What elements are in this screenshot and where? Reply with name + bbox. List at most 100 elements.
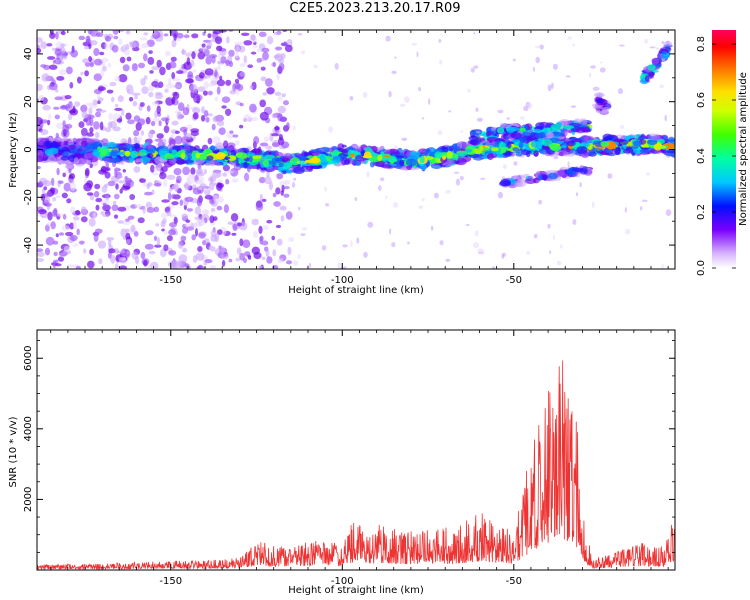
main-band-core	[506, 141, 512, 149]
noise-speckle	[607, 173, 613, 179]
noise-speckle	[119, 188, 123, 194]
noise-speckle	[37, 258, 45, 262]
noise-speckle	[167, 192, 172, 201]
noise-speckle	[148, 91, 154, 98]
noise-speckle	[277, 96, 283, 101]
noise-speckle	[148, 84, 155, 92]
main-band-blob	[175, 159, 186, 165]
noise-speckle	[221, 260, 226, 267]
noise-speckle	[234, 78, 240, 84]
noise-speckle	[169, 187, 173, 192]
noise-speckle	[265, 145, 273, 150]
noise-speckle	[53, 207, 58, 216]
main-band-blob	[293, 166, 305, 174]
main-band-blob	[61, 146, 70, 152]
noise-speckle	[168, 61, 177, 69]
noise-speckle	[163, 179, 168, 188]
noise-speckle	[174, 182, 179, 192]
noise-speckle	[102, 202, 107, 206]
noise-speckle	[151, 66, 160, 71]
noise-speckle	[203, 168, 207, 175]
lower-branch-blob	[516, 174, 525, 182]
main-band-blob	[622, 149, 633, 154]
noise-speckle	[143, 32, 149, 36]
noise-speckle	[250, 51, 257, 55]
noise-speckle	[260, 66, 266, 71]
noise-speckle	[133, 231, 139, 237]
noise-speckle	[201, 43, 206, 48]
main-band-blob	[54, 137, 65, 142]
noise-speckle	[565, 75, 571, 78]
noise-speckle	[143, 259, 148, 267]
noise-speckle	[108, 112, 113, 121]
main-band-blob	[455, 157, 467, 166]
main-band-core	[541, 138, 553, 147]
noise-speckle	[203, 110, 209, 117]
noise-speckle	[599, 61, 603, 64]
noise-speckle	[105, 35, 112, 42]
main-band-blob	[102, 142, 107, 147]
noise-speckle	[37, 41, 40, 46]
noise-speckle	[129, 194, 136, 200]
noise-speckle	[125, 30, 131, 35]
noise-speckle	[169, 214, 177, 218]
noise-speckle	[619, 44, 625, 47]
noise-speckle	[114, 170, 118, 178]
noise-speckle	[150, 120, 156, 127]
noise-speckle	[158, 81, 164, 88]
noise-speckle	[279, 205, 287, 211]
noise-speckle	[178, 254, 188, 263]
noise-speckle	[119, 56, 126, 64]
noise-speckle	[159, 66, 166, 76]
main-band-core	[180, 152, 186, 160]
noise-speckle	[274, 91, 282, 97]
noise-speckle	[350, 240, 353, 247]
noise-speckle	[83, 182, 92, 192]
noise-speckle	[62, 124, 70, 133]
noise-speckle	[124, 43, 130, 51]
noise-speckle	[164, 88, 169, 93]
noise-speckle	[89, 40, 98, 46]
noise-speckle	[141, 86, 149, 95]
noise-speckle	[61, 192, 68, 199]
noise-speckle	[205, 117, 210, 123]
noise-speckle	[659, 84, 664, 89]
noise-speckle	[86, 192, 94, 196]
spectrogram-x-tick-label: -100	[331, 275, 354, 286]
noise-speckle	[538, 199, 543, 205]
noise-speckle	[63, 182, 71, 192]
noise-speckle	[195, 252, 205, 261]
noise-speckle	[95, 204, 100, 211]
noise-speckle	[58, 69, 67, 76]
noise-speckle	[192, 107, 201, 114]
main-band-blob	[60, 155, 70, 161]
noise-speckle	[227, 221, 234, 225]
noise-speckle	[300, 233, 306, 237]
noise-speckle	[325, 203, 330, 207]
noise-speckle	[258, 225, 263, 234]
upper-branch-blob	[562, 125, 575, 130]
noise-speckle	[213, 195, 219, 203]
snr-x-tick-label: -150	[159, 576, 182, 587]
noise-speckle	[48, 82, 58, 91]
noise-speckle	[572, 219, 577, 225]
noise-speckle	[324, 186, 327, 192]
noise-speckle	[111, 96, 115, 103]
noise-speckle	[497, 109, 504, 114]
noise-speckle	[111, 204, 119, 211]
noise-speckle	[139, 102, 145, 107]
noise-speckle	[253, 251, 262, 260]
main-band-core	[149, 149, 156, 154]
main-band-core	[434, 151, 443, 159]
noise-speckle	[97, 240, 107, 249]
noise-speckle	[154, 93, 164, 100]
noise-speckle	[186, 124, 193, 130]
main-band-blob	[337, 143, 345, 150]
page-title: C2E5.2023.213.20.17.R09	[289, 1, 461, 16]
noise-speckle	[579, 182, 582, 188]
main-band-blob	[305, 164, 313, 171]
noise-speckle	[202, 187, 209, 193]
noise-speckle	[252, 45, 258, 49]
noise-speckle	[56, 167, 60, 176]
main-band-blob	[79, 157, 88, 165]
